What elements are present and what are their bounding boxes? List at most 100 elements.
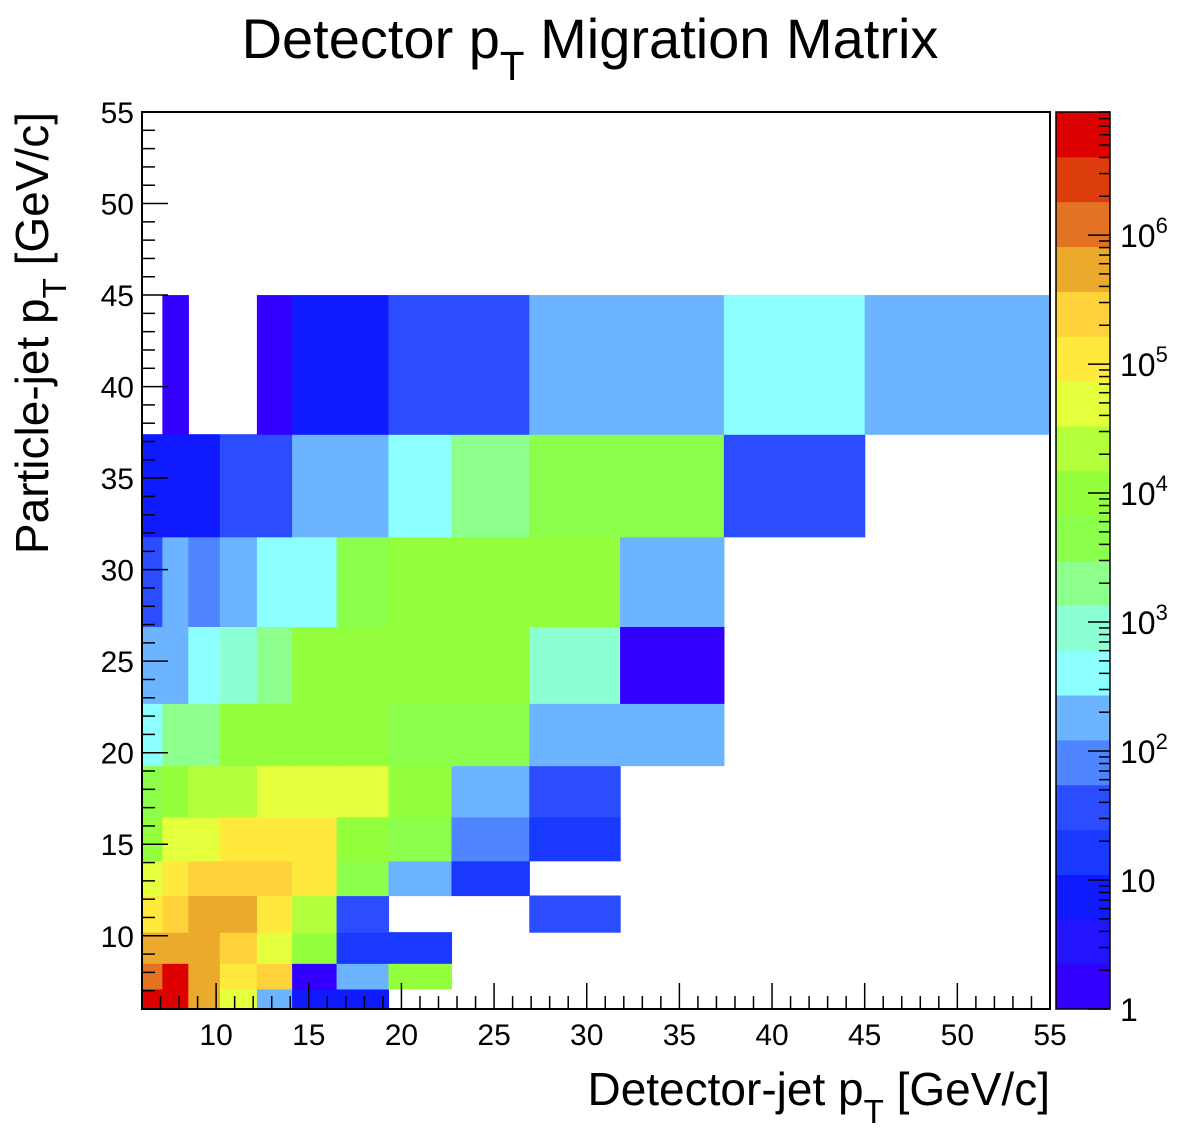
heatmap-cell [388, 434, 453, 538]
y-tick-label: 50 [101, 189, 134, 222]
x-tick-label: 55 [1033, 1019, 1066, 1052]
z-tick-label: 103 [1120, 600, 1168, 641]
heatmap-cell [336, 765, 390, 818]
heatmap-cell [292, 626, 338, 704]
heatmap-cell [336, 895, 390, 933]
z-tick-label: 105 [1120, 342, 1168, 383]
color-scale-band [1056, 246, 1110, 292]
heatmap-cell [292, 963, 338, 990]
heatmap-cell [529, 895, 621, 933]
y-axis-ticks: 10 15 20 25 30 35 40 45 50 55 [101, 97, 168, 1010]
heatmap-cell [529, 765, 621, 818]
x-tick-label: 25 [477, 1019, 510, 1052]
heatmap-cell [256, 895, 293, 933]
heatmap-cell [256, 988, 293, 1010]
heatmap-cell [451, 703, 530, 767]
y-tick-label: 30 [101, 555, 134, 588]
heatmap-cell [620, 536, 725, 628]
heatmap-cell [256, 963, 293, 990]
x-axis-label: Detector-jet pT [GeV/c] [587, 1063, 1050, 1131]
x-tick-label: 20 [385, 1019, 418, 1052]
chart-title-main: Detector p [242, 7, 500, 70]
heatmap-cell [219, 816, 258, 862]
heatmap-cell [388, 536, 453, 628]
heatmap-cell [188, 703, 221, 767]
chart-title: Detector pT Migration Matrix [242, 7, 939, 89]
y-tick-label: 20 [101, 738, 134, 771]
heatmap-cell [142, 626, 163, 704]
y-tick-label: 45 [101, 280, 134, 313]
heatmap-cell [256, 765, 293, 818]
heatmap-cell [188, 895, 221, 933]
y-tick-label: 10 [101, 921, 134, 954]
z-tick-label: 106 [1120, 213, 1168, 254]
heatmap-cell [162, 626, 189, 704]
heatmap-cell [336, 536, 390, 628]
plot-frame [141, 111, 1051, 1010]
x-tick-label: 30 [570, 1019, 603, 1052]
heatmap-cell [256, 295, 293, 435]
heatmap-cell [219, 703, 258, 767]
heatmap-cell [292, 860, 338, 897]
heatmap-cell [219, 434, 258, 538]
heatmap-cell [451, 536, 530, 628]
heatmap-cell [388, 295, 453, 435]
heatmap-cell [292, 536, 338, 628]
heatmap-cell [388, 932, 453, 964]
heatmap-cell [336, 988, 390, 1010]
color-scale-band [1056, 336, 1110, 382]
heatmap-cell [162, 434, 189, 538]
heatmap-cell [162, 932, 189, 964]
heatmap-cell [219, 536, 258, 628]
color-scale-band [1056, 784, 1110, 831]
heatmap-cell [162, 895, 189, 933]
heatmap-cell [529, 536, 621, 628]
heatmap-cell [292, 932, 338, 964]
heatmap-cell [256, 536, 293, 628]
heatmap-cell [451, 626, 530, 704]
heatmap-cell [162, 765, 189, 818]
heatmap-cell [188, 963, 221, 990]
z-tick-label: 104 [1120, 471, 1168, 512]
heatmap-cell [620, 626, 725, 704]
heatmap-cell [256, 626, 293, 704]
heatmap-cell [529, 816, 621, 862]
heatmap-cell [162, 860, 189, 897]
heatmap-cell [142, 895, 163, 933]
heatmap-cell [188, 626, 221, 704]
heatmap-cell [142, 932, 163, 964]
color-scale-band [1056, 515, 1110, 561]
color-scale-band [1056, 829, 1110, 875]
color-scale-band [1056, 964, 1110, 1010]
heatmap-cell [188, 988, 221, 1010]
heatmap-cell [162, 703, 189, 767]
heatmap-cell [219, 932, 258, 964]
heatmap-cell [292, 988, 338, 1010]
heatmap-cell [336, 860, 390, 897]
heatmap-cell [292, 816, 338, 862]
heatmap-cell [256, 932, 293, 964]
heatmap-cell [219, 765, 258, 818]
heatmap-cell [388, 703, 453, 767]
z-tick-label: 102 [1120, 729, 1168, 770]
y-tick-label: 55 [101, 97, 134, 130]
heatmap-cell [529, 703, 621, 767]
heatmap-cell [388, 860, 453, 897]
x-tick-label: 35 [663, 1019, 696, 1052]
heatmap-cell [336, 932, 390, 964]
y-tick-label: 35 [101, 463, 134, 496]
color-scale-band [1056, 425, 1110, 472]
heatmap-cell [188, 434, 221, 538]
heatmap-cell [292, 295, 338, 435]
chart-title-subscript: T [500, 43, 525, 89]
heatmap-cell [162, 295, 189, 435]
heatmap-cell [292, 895, 338, 933]
color-scale-band [1056, 156, 1110, 203]
heatmap-cell [388, 963, 453, 990]
heatmap-cell [292, 765, 338, 818]
heatmap-cell [219, 895, 258, 933]
color-scale-band [1056, 201, 1110, 248]
heatmap-cell [256, 434, 293, 538]
x-axis-label-main: Detector-jet p [587, 1063, 863, 1115]
